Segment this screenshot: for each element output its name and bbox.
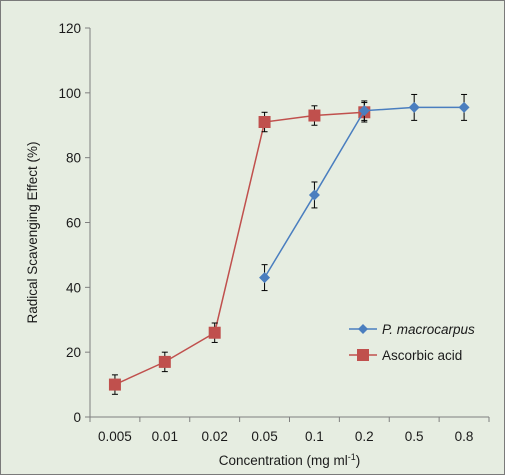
legend-marker [357,349,369,361]
legend-label: Ascorbic acid [382,348,462,363]
legend-label: P. macrocarpus [382,322,475,337]
data-point [208,326,221,339]
y-tick-label: 20 [66,345,81,360]
legend-item: P. macrocarpus [349,322,475,337]
x-tick-label: 0.2 [355,429,374,444]
series-layer [108,93,470,395]
x-tick-label: 0.8 [455,429,474,444]
data-point [358,105,370,117]
legend-marker [358,324,368,334]
y-tick-label: 120 [58,21,81,36]
legend-item: Ascorbic acid [349,348,462,363]
y-axis-title: Radical Scavenging Effect (%) [25,141,40,323]
legend: P. macrocarpus Ascorbic acid [349,322,475,363]
y-tick-label: 40 [66,280,81,295]
axes [85,27,490,422]
data-point [259,272,271,284]
x-tick-label: 0.005 [98,429,132,444]
data-point [158,355,171,368]
x-tick-label: 0.05 [251,429,277,444]
y-tick-label: 100 [58,86,81,101]
data-point [408,101,420,113]
y-tick-label: 80 [66,151,81,166]
x-tick-label: 0.01 [152,429,178,444]
y-tick-label: 60 [66,216,81,231]
y-tick-labels: 0 20 40 60 80 100 120 [58,21,81,425]
data-point [108,378,121,391]
data-point [258,116,271,129]
series-line [114,111,365,386]
x-tick-label: 0.1 [305,429,324,444]
data-point [308,109,321,122]
x-tick-label: 0.5 [405,429,424,444]
x-tick-labels: 0.005 0.01 0.02 0.05 0.1 0.2 0.5 0.8 [98,429,473,444]
series-ascorbic-acid [108,102,371,395]
series-p-macrocarpus [259,93,470,292]
x-tick-label: 0.02 [202,429,228,444]
data-point [308,189,320,201]
data-point [458,101,470,113]
y-tick-label: 0 [73,410,81,425]
series-line [263,106,465,278]
x-axis-title: Concentration (mg ml-1) [219,452,361,468]
